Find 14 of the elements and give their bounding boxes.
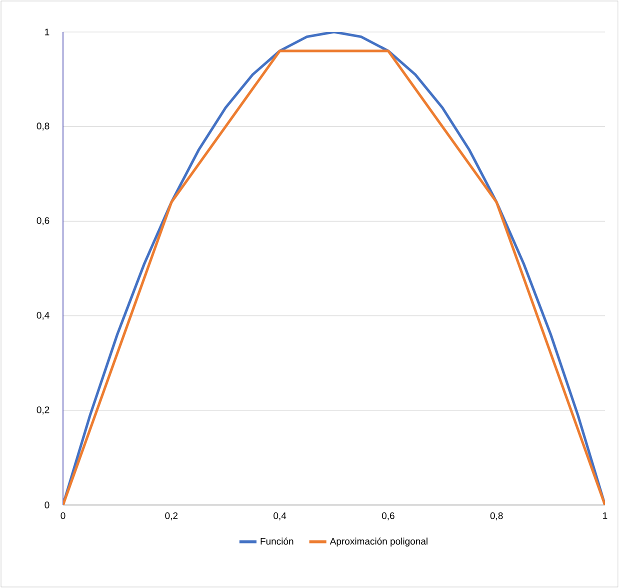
- x-tick-label: 0,2: [165, 512, 178, 520]
- y-tick-label: 1: [45, 28, 50, 36]
- x-tick-label: 0,8: [490, 512, 503, 520]
- x-tick-label: 0: [60, 512, 66, 520]
- y-tick-label: 0,4: [36, 312, 50, 320]
- y-tick-label: 0,2: [36, 406, 50, 414]
- legend-label: Función: [260, 538, 294, 545]
- y-tick-label: 0: [44, 502, 50, 508]
- y-tick-label: 0,8: [36, 122, 50, 131]
- y-tick-label: 0,6: [36, 217, 50, 226]
- legend-label: Aproximación poligonal: [330, 538, 428, 547]
- x-tick-label: 0,6: [382, 512, 394, 520]
- x-tick-label: 0,4: [274, 512, 286, 520]
- x-tick-label: 1: [603, 512, 608, 519]
